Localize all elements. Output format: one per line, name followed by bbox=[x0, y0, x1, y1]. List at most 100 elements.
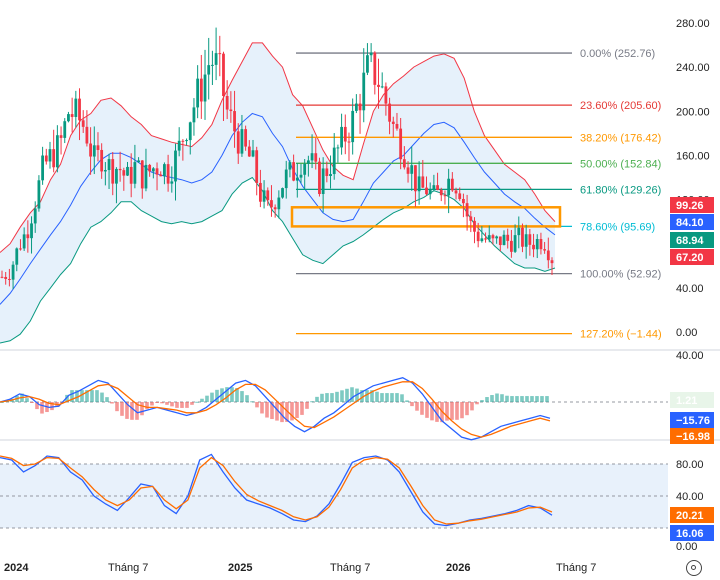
candle-body bbox=[480, 238, 484, 242]
stoch-panel: 80.00 40.00 0.00 20.21 16.06 bbox=[0, 453, 714, 553]
candle-body bbox=[402, 159, 406, 168]
macd-hist-bar bbox=[340, 390, 344, 402]
value-badge bbox=[670, 412, 714, 428]
time-tick-label: 2025 bbox=[228, 562, 252, 574]
macd-hist-bar bbox=[410, 402, 414, 407]
macd-hist-bar bbox=[365, 390, 369, 402]
candle-body bbox=[506, 234, 510, 241]
candle-body bbox=[406, 167, 410, 174]
candle-body bbox=[240, 129, 244, 154]
candle-body bbox=[181, 140, 185, 142]
macd-hist-bar bbox=[0, 402, 4, 403]
time-tick-label: Tháng 7 bbox=[330, 562, 370, 574]
candle-body bbox=[214, 53, 218, 65]
candle-body bbox=[366, 55, 369, 73]
macd-hist-bar bbox=[320, 393, 324, 402]
macd-hist-bar bbox=[85, 390, 89, 402]
candle-body bbox=[369, 52, 373, 56]
candle-body bbox=[207, 65, 211, 75]
candle-body bbox=[225, 96, 229, 110]
candle-body bbox=[362, 72, 366, 111]
macd-hist-bar bbox=[400, 394, 404, 402]
macd-hist-bar bbox=[130, 402, 134, 420]
candle-body bbox=[22, 234, 26, 249]
candle-body bbox=[111, 159, 115, 184]
value-badge-text: 16.06 bbox=[676, 528, 704, 540]
candle-body bbox=[166, 164, 170, 184]
value-badge-text: 20.21 bbox=[676, 510, 704, 522]
value-badge bbox=[670, 232, 714, 248]
fib-label: 127.20% (−1.44) bbox=[580, 329, 662, 341]
macd-hist-bar bbox=[325, 393, 329, 402]
time-tick-label: Tháng 7 bbox=[556, 562, 596, 574]
candle-body bbox=[236, 131, 240, 154]
macd-hist-bar bbox=[345, 388, 349, 402]
macd-hist-bar bbox=[375, 391, 379, 402]
candle-body bbox=[247, 146, 251, 157]
macd-hist-bar bbox=[490, 395, 494, 402]
value-badge-text: 99.26 bbox=[676, 200, 704, 212]
candle-body bbox=[373, 52, 377, 85]
candle-body bbox=[81, 120, 85, 127]
candle-body bbox=[52, 149, 56, 168]
macd-hist-bar bbox=[415, 402, 419, 411]
candle-body bbox=[517, 227, 521, 236]
candle-body bbox=[336, 147, 340, 149]
candle-body bbox=[284, 169, 288, 189]
candle-body bbox=[391, 121, 395, 124]
macd-hist-bar bbox=[255, 402, 259, 408]
time-axis[interactable]: 2024 Tháng 7 2025 Tháng 7 2026 Tháng 7 bbox=[4, 562, 596, 574]
candle-body bbox=[347, 141, 351, 143]
value-badge bbox=[670, 392, 714, 408]
value-badge-text: 1.21 bbox=[676, 395, 697, 407]
candle-body bbox=[281, 188, 284, 198]
candle-body bbox=[314, 153, 318, 162]
candle-body bbox=[462, 198, 465, 204]
fibonacci-levels[interactable]: 0.00% (252.76) 23.60% (205.60) 38.20% (176… bbox=[296, 48, 662, 341]
macd-hist-bar bbox=[360, 390, 364, 402]
candle-body bbox=[476, 231, 480, 242]
macd-hist-bar bbox=[330, 393, 334, 402]
candle-body bbox=[107, 159, 111, 171]
candle-body bbox=[26, 234, 30, 239]
candle-body bbox=[491, 235, 495, 239]
candle-body bbox=[432, 185, 436, 190]
candle-body bbox=[340, 126, 343, 148]
macd-hist-bar bbox=[460, 402, 464, 419]
candle-body bbox=[177, 140, 181, 151]
macd-hist-bar bbox=[180, 402, 184, 408]
fib-label: 50.00% (152.84) bbox=[580, 158, 661, 170]
candle-body bbox=[92, 145, 96, 157]
support-zone-box[interactable] bbox=[290, 206, 562, 228]
candle-body bbox=[270, 200, 273, 208]
candle-body bbox=[137, 160, 140, 163]
candle-body bbox=[306, 160, 310, 164]
candle-body bbox=[473, 220, 476, 232]
candle-body bbox=[425, 187, 428, 195]
candle-body bbox=[509, 240, 513, 252]
macd-hist-bar bbox=[455, 402, 459, 420]
price-tick-label: 40.00 bbox=[676, 283, 704, 295]
macd-hist-bar bbox=[290, 402, 294, 421]
macd-hist-bar bbox=[230, 387, 234, 402]
candle-body bbox=[458, 193, 462, 199]
candle-body bbox=[295, 177, 299, 181]
settings-icon[interactable] bbox=[686, 560, 702, 576]
macd-hist-bar bbox=[405, 400, 409, 402]
price-tick-label: 240.00 bbox=[676, 62, 710, 74]
value-badge-text: 84.10 bbox=[676, 217, 704, 229]
macd-hist-bar bbox=[420, 402, 424, 415]
macd-hist-bar bbox=[135, 402, 139, 420]
macd-hist-bar bbox=[530, 396, 534, 402]
macd-hist-bar bbox=[40, 402, 44, 414]
macd-hist-bar bbox=[295, 402, 299, 418]
price-tick-label: 0.00 bbox=[676, 327, 697, 339]
candle-body bbox=[4, 276, 8, 279]
macd-hist-bar bbox=[115, 402, 119, 412]
candle-body bbox=[288, 162, 292, 170]
macd-hist-bar bbox=[100, 392, 104, 402]
value-badge bbox=[670, 428, 714, 444]
macd-hist-bar bbox=[480, 400, 484, 402]
